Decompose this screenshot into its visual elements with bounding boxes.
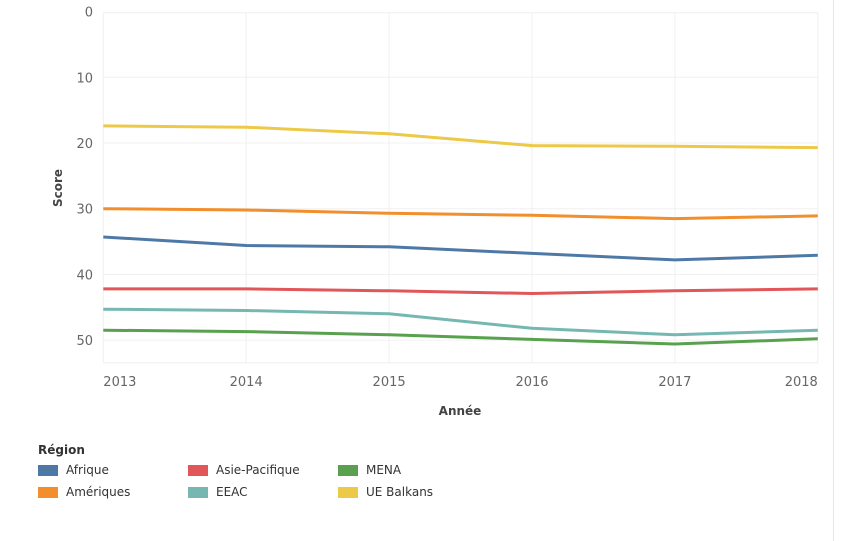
line-chart: 0 10 20 30 40 50 2013 2014 2015 2016 2017 2018 Sco… xyxy=(51,6,819,418)
legend-label: MENA xyxy=(366,463,402,477)
legend: Région Afrique Asie-Pacifique MENA Amérique… xyxy=(38,443,488,499)
chart-frame xyxy=(833,0,834,541)
legend-label: Asie-Pacifique xyxy=(216,463,300,477)
x-tick-labels: 2013 2014 2015 2016 2017 2018 xyxy=(103,375,818,390)
legend-item[interactable]: Asie-Pacifique xyxy=(188,463,338,477)
y-tick-label: 40 xyxy=(76,268,93,283)
series-line-asie-pacifique[interactable] xyxy=(103,287,818,295)
x-tick-label: 2017 xyxy=(658,375,691,390)
legend-label: EEAC xyxy=(216,485,248,499)
legend-label: UE Balkans xyxy=(366,485,434,499)
series-line-mena[interactable] xyxy=(103,328,818,346)
x-tick-label: 2013 xyxy=(103,375,136,390)
y-axis-title: Score xyxy=(51,169,65,207)
legend-swatch xyxy=(188,464,208,476)
y-tick-label: 50 xyxy=(76,334,93,349)
legend-swatch xyxy=(188,486,208,498)
legend-item[interactable]: UE Balkans xyxy=(338,485,488,499)
legend-item[interactable]: MENA xyxy=(338,463,488,477)
y-tick-label: 30 xyxy=(76,203,93,218)
series-line-amériques[interactable] xyxy=(103,207,818,221)
x-axis-title: Année xyxy=(439,404,482,418)
legend-swatch xyxy=(38,486,58,498)
x-tick-label: 2016 xyxy=(515,375,548,390)
legend-swatch xyxy=(38,464,58,476)
y-tick-label: 0 xyxy=(85,6,93,21)
x-tick-label: 2014 xyxy=(230,375,263,390)
legend-label: Afrique xyxy=(66,463,109,477)
y-tick-labels: 0 10 20 30 40 50 xyxy=(76,6,93,350)
x-tick-label: 2015 xyxy=(373,375,406,390)
legend-swatch xyxy=(338,464,358,476)
legend-swatch xyxy=(338,486,358,498)
legend-label: Amériques xyxy=(66,485,131,499)
series-line-ue-balkans[interactable] xyxy=(103,124,818,150)
series-line-afrique[interactable] xyxy=(103,235,818,262)
y-tick-label: 20 xyxy=(76,137,93,152)
x-tick-label: 2018 xyxy=(785,375,818,390)
legend-title: Région xyxy=(38,443,85,457)
legend-item[interactable]: Afrique xyxy=(38,463,188,477)
series-lines xyxy=(103,124,818,346)
y-tick-label: 10 xyxy=(76,71,93,86)
legend-item[interactable]: EEAC xyxy=(188,485,338,499)
legend-item[interactable]: Amériques xyxy=(38,485,188,499)
series-line-eeac[interactable] xyxy=(103,307,818,337)
